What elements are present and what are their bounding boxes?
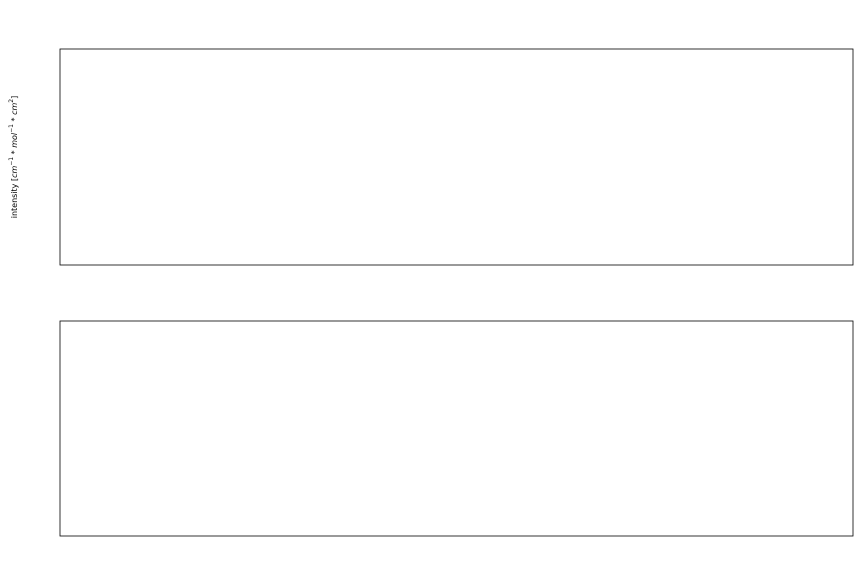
linelist-ylabel: intensity [cm−1 * mol−1 * cm2] xyxy=(8,96,19,219)
gascells-axes xyxy=(59,320,854,537)
linelist-frame xyxy=(59,48,854,266)
linelist-axes: intensity [cm−1 * mol−1 * cm2] xyxy=(8,48,854,266)
gascells-frame xyxy=(59,320,854,537)
